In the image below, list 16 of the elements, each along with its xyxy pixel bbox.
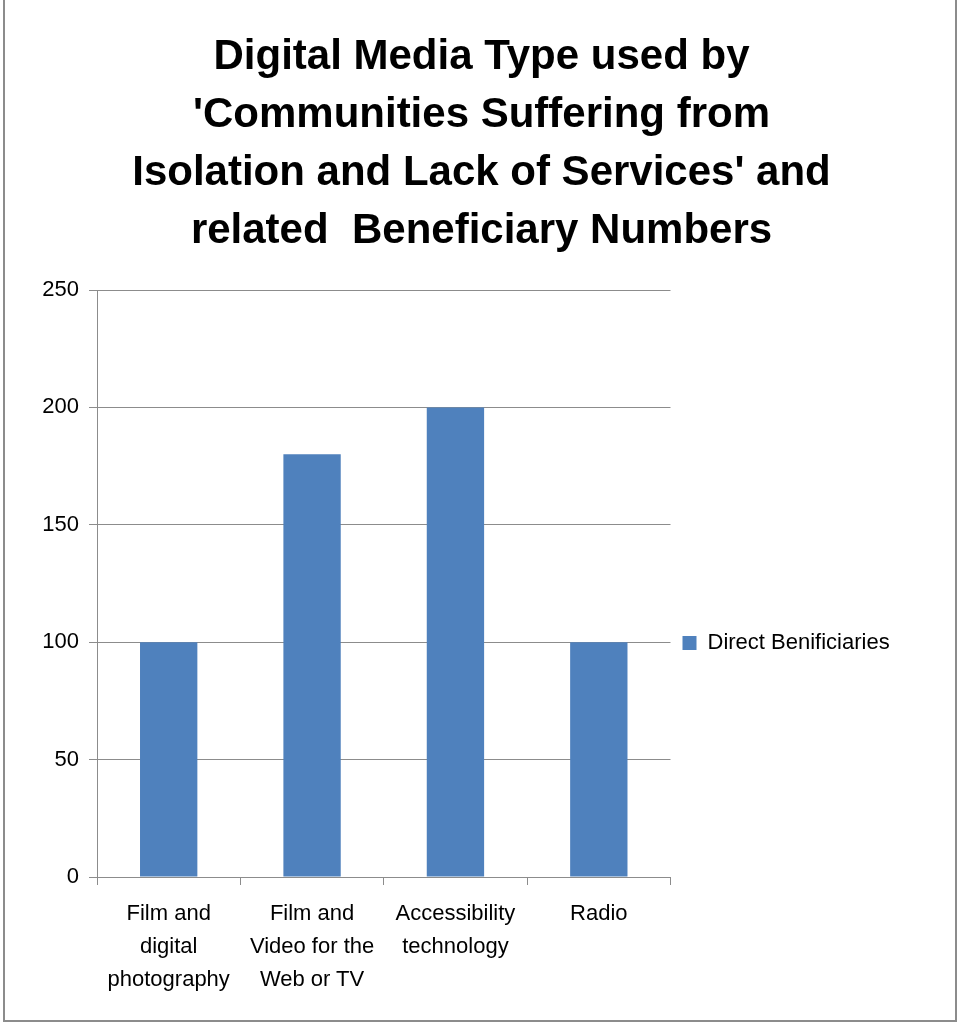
x-tick-label: Radio (570, 899, 628, 925)
x-tick-label: Film and digital photography (107, 899, 230, 991)
legend-label: Direct Benificiaries (707, 629, 890, 655)
chart-title: Digital Media Type used by 'Communities Suffering from Isolation and Lack of Services' and related Beneficiary Numbers (131, 30, 832, 254)
y-tick-label: 200 (42, 393, 79, 419)
y-tick-label: 250 (42, 276, 79, 302)
bar (140, 642, 198, 877)
x-tick-label: Accessibility technology (395, 899, 516, 958)
bar (426, 407, 485, 877)
y-tick-label: 0 (66, 863, 79, 889)
x-tick-label: Film and Video for the Web or TV (249, 899, 375, 991)
bar (570, 642, 628, 877)
y-tick-label: 150 (42, 510, 79, 536)
y-tick-label: 100 (42, 628, 79, 654)
bar (283, 454, 341, 877)
y-tick-label: 50 (54, 745, 79, 771)
